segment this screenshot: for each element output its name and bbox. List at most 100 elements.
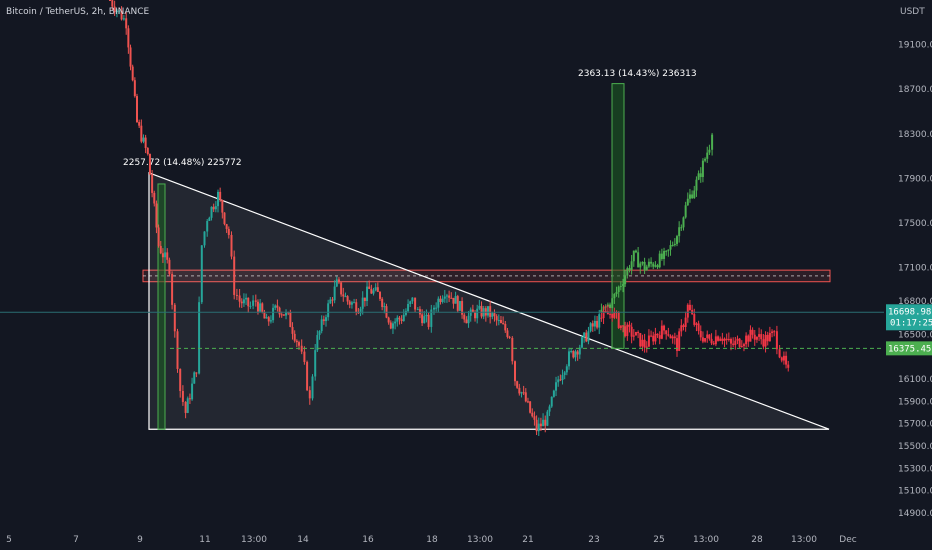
proj-down-candle-body	[669, 335, 672, 339]
proj-down-candle-body	[775, 331, 778, 350]
candle-body	[261, 303, 264, 313]
candle-body	[289, 312, 292, 328]
resistance-zone	[142, 269, 831, 283]
proj-down-candle-body	[725, 338, 728, 340]
proj-down-candle-body	[686, 304, 689, 318]
candle-body	[425, 314, 428, 317]
candle-body	[230, 234, 233, 257]
proj-up-candle-body	[624, 275, 627, 285]
y-tick-label: 18700.00	[898, 85, 932, 95]
proj-down-candle-body	[760, 334, 763, 340]
candle-body	[529, 401, 532, 413]
proj-up-candle-body	[634, 250, 637, 253]
candle-body	[252, 300, 255, 306]
proj-up-candle-body	[663, 251, 666, 259]
candle-body	[550, 396, 553, 407]
proj-up-candle-body	[704, 158, 707, 161]
y-tick-label: 19100.00	[898, 41, 932, 51]
candle-body	[387, 317, 390, 323]
candle-body	[546, 411, 549, 426]
candle-body	[320, 319, 323, 332]
proj-up-candle-body	[673, 243, 676, 246]
candle-body	[570, 351, 573, 353]
proj-down-candle-body	[740, 346, 743, 348]
candle-body	[506, 330, 509, 337]
candle-body	[580, 337, 583, 348]
proj-down-candle-body	[658, 335, 661, 339]
candle-body	[596, 320, 599, 328]
candle-body	[142, 137, 145, 142]
candle-body	[576, 351, 579, 355]
proj-up-candle-body	[656, 265, 659, 268]
candle-body	[133, 80, 136, 97]
candle-body	[240, 301, 243, 304]
price-axis[interactable]: 19100.00 18700.00 18300.00 17900.00 17500.00…	[898, 41, 932, 519]
candle-body	[122, 18, 125, 20]
candle-body	[173, 304, 176, 332]
candle-body	[274, 305, 277, 308]
candle-body	[146, 148, 149, 155]
proj-down-candle-body	[682, 325, 685, 327]
candle-body	[233, 256, 236, 295]
proj-down-candle-body	[606, 311, 609, 315]
proj-up-candle-body	[622, 284, 624, 286]
candle-body	[463, 314, 466, 320]
x-tick-label: 13:00	[241, 535, 267, 545]
candle-body	[435, 307, 438, 309]
candle-body	[450, 297, 453, 299]
candle-body	[396, 317, 399, 322]
proj-down-candle-body	[671, 336, 674, 339]
proj-up-candle-body	[695, 179, 698, 191]
proj-down-candle-body	[721, 338, 724, 341]
candle-body	[389, 322, 392, 329]
candle-body	[148, 154, 151, 175]
candle-body	[372, 290, 375, 294]
proj-up-candle-body	[667, 249, 670, 251]
candle-body	[181, 391, 184, 402]
x-tick-label: 21	[522, 535, 533, 545]
y-tick-label: 15500.00	[898, 442, 932, 452]
candle-body	[407, 303, 410, 312]
triangle-pattern	[148, 171, 830, 430]
candle-body	[531, 412, 534, 417]
candle-body	[430, 309, 433, 327]
candle-body	[138, 122, 141, 126]
candle-body	[578, 347, 581, 355]
proj-down-candle-body	[634, 332, 637, 336]
candle-body	[333, 286, 336, 301]
countdown-value: 01:17:25	[890, 318, 932, 328]
proj-down-candle-body	[747, 335, 750, 342]
candle-body	[184, 401, 187, 413]
candle-body	[235, 294, 238, 296]
candle-body	[363, 297, 366, 302]
proj-down-candle-body	[641, 339, 644, 347]
x-tick-label: 28	[751, 535, 763, 545]
proj-down-candle-body	[647, 335, 650, 347]
proj-down-candle-body	[663, 325, 666, 331]
candle-body	[203, 231, 206, 246]
candle-body	[256, 301, 259, 312]
candle-body	[400, 319, 403, 322]
candle-body	[168, 259, 171, 274]
proj-up-candle-body	[693, 190, 696, 199]
candle-body	[278, 307, 281, 315]
candle-body	[212, 206, 215, 210]
candle-body	[129, 47, 132, 67]
candle-body	[563, 372, 566, 376]
candle-body	[568, 351, 570, 367]
candle-body	[344, 296, 347, 298]
proj-down-candle-body	[626, 324, 629, 337]
proj-up-candle-body	[676, 236, 678, 244]
proj-down-candle-body	[600, 317, 603, 319]
proj-down-candle-body	[755, 336, 758, 340]
proj-down-candle-body	[619, 325, 622, 328]
candle-body	[427, 314, 430, 327]
proj-down-candle-body	[624, 326, 627, 337]
candle-body	[293, 333, 296, 341]
candle-body	[300, 345, 303, 352]
time-axis[interactable]: 5 7 9 11 13:00 14 16 18 13:00 21 23 25 13:00 28 13:00 D…	[6, 535, 857, 545]
proj-down-candle-body	[749, 329, 752, 342]
